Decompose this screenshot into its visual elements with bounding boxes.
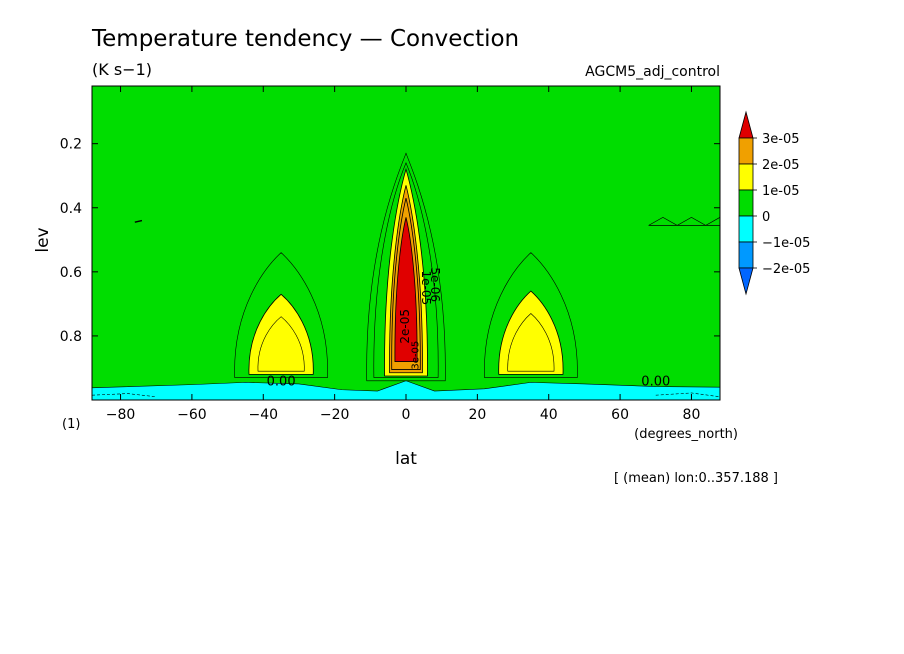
x-axis-units: (degrees_north) (634, 427, 738, 442)
x-tick-label: −20 (320, 407, 350, 423)
colorbar-label: 3e-05 (762, 132, 800, 147)
x-tick-label: 40 (540, 407, 558, 423)
y-axis-label: lev (33, 227, 53, 252)
x-tick-label: 80 (683, 407, 701, 423)
y-tick-label: 0.2 (60, 137, 82, 153)
colorbar-label: 1e-05 (762, 184, 800, 199)
y-tick-label: 0.8 (60, 329, 82, 345)
contour-label: 5e-06 (428, 267, 442, 302)
contour-label: 0.00 (267, 375, 296, 390)
contour-fills (91, 167, 721, 401)
x-tick-label: 60 (611, 407, 629, 423)
frame-number: (1) (62, 417, 80, 432)
colorbar-swatch (738, 137, 754, 165)
midlat-fill (248, 293, 314, 375)
x-tick-label: −60 (177, 407, 207, 423)
colorbar-swatch (738, 163, 754, 191)
colorbar-label: 2e-05 (762, 158, 800, 173)
negative-fill-surface (91, 380, 721, 401)
colorbar-top-arrow (738, 110, 754, 139)
colorbar-label: −2e-05 (762, 262, 810, 277)
footer-note: [ (mean) lon:0..357.188 ] (614, 471, 778, 486)
colorbar: 3e-05 2e-05 1e-05 0 −1e-05 −2e-05 (738, 110, 810, 296)
colorbar-bottom-arrow (738, 267, 754, 296)
y-tick-label: 0.6 (60, 265, 82, 281)
colorbar-swatch (738, 215, 754, 243)
contour-outer-south (234, 252, 328, 378)
x-tick-label: 0 (402, 407, 411, 423)
dashed-contour (655, 392, 721, 398)
x-tick-label: 20 (468, 407, 486, 423)
contour-label: 3e-05 (410, 341, 421, 370)
dashed-contour (91, 393, 157, 398)
contour-label: 1e-05 (419, 271, 433, 306)
x-tick-label: −40 (248, 407, 278, 423)
contour-outer-tropics (366, 152, 446, 382)
midlat-inner-contour (507, 313, 555, 372)
contour-lines (91, 152, 721, 398)
dataset-label: AGCM5_adj_control (585, 64, 720, 80)
colorbar-label: 0 (762, 210, 770, 225)
contour-label: 0.00 (641, 375, 670, 390)
x-axis: −80 −60 −40 −20 0 20 40 60 80 (106, 86, 701, 423)
contour-fragment (648, 216, 721, 226)
contour-fragment (134, 219, 143, 223)
chart-units: (K s−1) (92, 60, 152, 79)
contour-label: 2e-05 (398, 309, 412, 344)
chart-title: Temperature tendency — Convection (91, 26, 519, 52)
colorbar-swatch (738, 241, 754, 269)
y-tick-label: 0.4 (60, 201, 82, 217)
tropical-fill-3 (394, 217, 418, 362)
y-axis: 0.2 0.4 0.6 0.8 (60, 137, 720, 345)
colorbar-label: −1e-05 (762, 236, 810, 251)
midlat-fill (498, 290, 564, 375)
contour-outer-north (484, 252, 578, 378)
x-tick-label: −80 (106, 407, 136, 423)
contour-outer-tropics-2 (373, 162, 439, 378)
midlat-inner-contour (257, 316, 305, 372)
colorbar-swatch (738, 189, 754, 217)
x-axis-label: lat (395, 449, 417, 469)
